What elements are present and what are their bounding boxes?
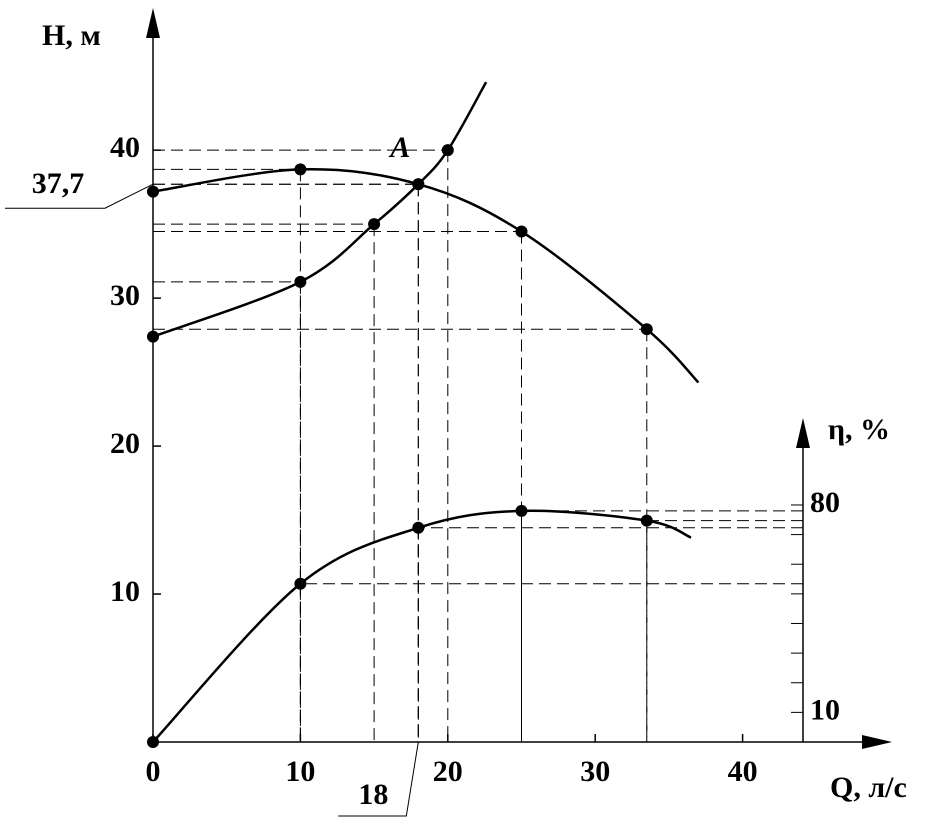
annotation: A [388, 131, 410, 164]
y-tick-label: 20 [110, 427, 140, 460]
point [412, 178, 425, 191]
point [294, 275, 307, 288]
point [368, 218, 381, 231]
point [294, 577, 307, 590]
leader-line [338, 741, 419, 817]
x-axis-label: Q, л/с [830, 771, 907, 804]
x-tick-label: 10 [285, 755, 315, 788]
y2-tick-label: 10 [810, 693, 840, 726]
point [294, 163, 307, 176]
curve [152, 167, 700, 384]
annotation: 37,7 [32, 167, 85, 200]
leader-line [5, 183, 154, 209]
point [515, 225, 528, 238]
y2-tick-label: 80 [810, 486, 840, 519]
point [147, 736, 159, 748]
y-tick-label: 40 [110, 131, 140, 164]
curve [152, 509, 692, 743]
y-axis-arrow [146, 8, 160, 38]
x-tick-label: 0 [146, 755, 161, 788]
y-tick-label: 30 [110, 279, 140, 312]
curve [152, 81, 488, 338]
x-tick-label: 20 [433, 755, 463, 788]
y-tick-label: 10 [110, 575, 140, 608]
x-tick-label: 40 [728, 755, 758, 788]
y2-axis-arrow [796, 418, 810, 448]
point [147, 330, 159, 343]
annotation: 18 [358, 778, 388, 811]
y2-axis-label: η, % [828, 413, 890, 446]
y-axis-label: H, м [42, 19, 101, 52]
x-tick-label: 30 [580, 755, 610, 788]
x-axis-arrow [862, 735, 892, 749]
point [147, 185, 159, 198]
point [640, 514, 653, 527]
point [412, 521, 425, 534]
point [441, 144, 454, 157]
point [515, 504, 528, 517]
point [640, 323, 653, 336]
